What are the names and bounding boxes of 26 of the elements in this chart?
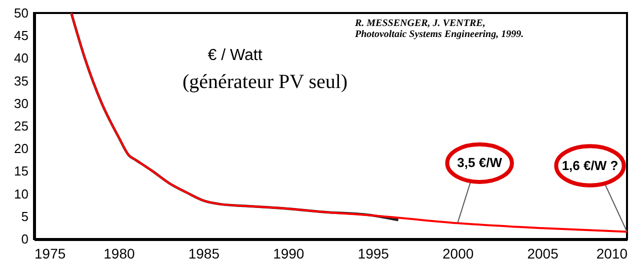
y-tick-label: 30 xyxy=(14,96,28,111)
annotation: Photovoltaic Systems Engineering, 1999. xyxy=(355,29,524,40)
y-tick-label: 15 xyxy=(14,164,28,179)
line-series xyxy=(70,12,628,233)
annotation: (générateur PV seul) xyxy=(182,71,348,93)
y-tick-label: 0 xyxy=(21,232,28,246)
y-tick-label: 20 xyxy=(14,141,28,156)
y-tick-label: 40 xyxy=(14,50,28,66)
y-tick-label: 5 xyxy=(21,208,28,224)
annotation: 3,5 €/W xyxy=(457,155,503,170)
x-tick-label: 1975 xyxy=(34,246,66,262)
annotation: R. MESSENGER, J. VENTRE, xyxy=(354,18,486,29)
annotation: 1,6 €/W ? xyxy=(562,158,618,173)
y-tick-label: 35 xyxy=(14,73,28,88)
y-tick-label: 10 xyxy=(14,186,28,202)
x-tick-label: 1990 xyxy=(273,246,304,262)
annotation: € / Watt xyxy=(208,47,263,64)
x-tick-label: 1985 xyxy=(188,246,220,262)
x-tick-label: 2005 xyxy=(527,246,559,262)
y-tick-label: 50 xyxy=(14,6,28,20)
y-tick-label: 45 xyxy=(14,28,28,44)
x-tick-label: 1995 xyxy=(358,246,390,262)
x-tick-label: 2010 xyxy=(596,246,628,262)
x-tick-label: 2000 xyxy=(442,246,474,262)
x-tick-label: 1980 xyxy=(104,246,135,262)
y-tick-label: 25 xyxy=(14,118,28,134)
